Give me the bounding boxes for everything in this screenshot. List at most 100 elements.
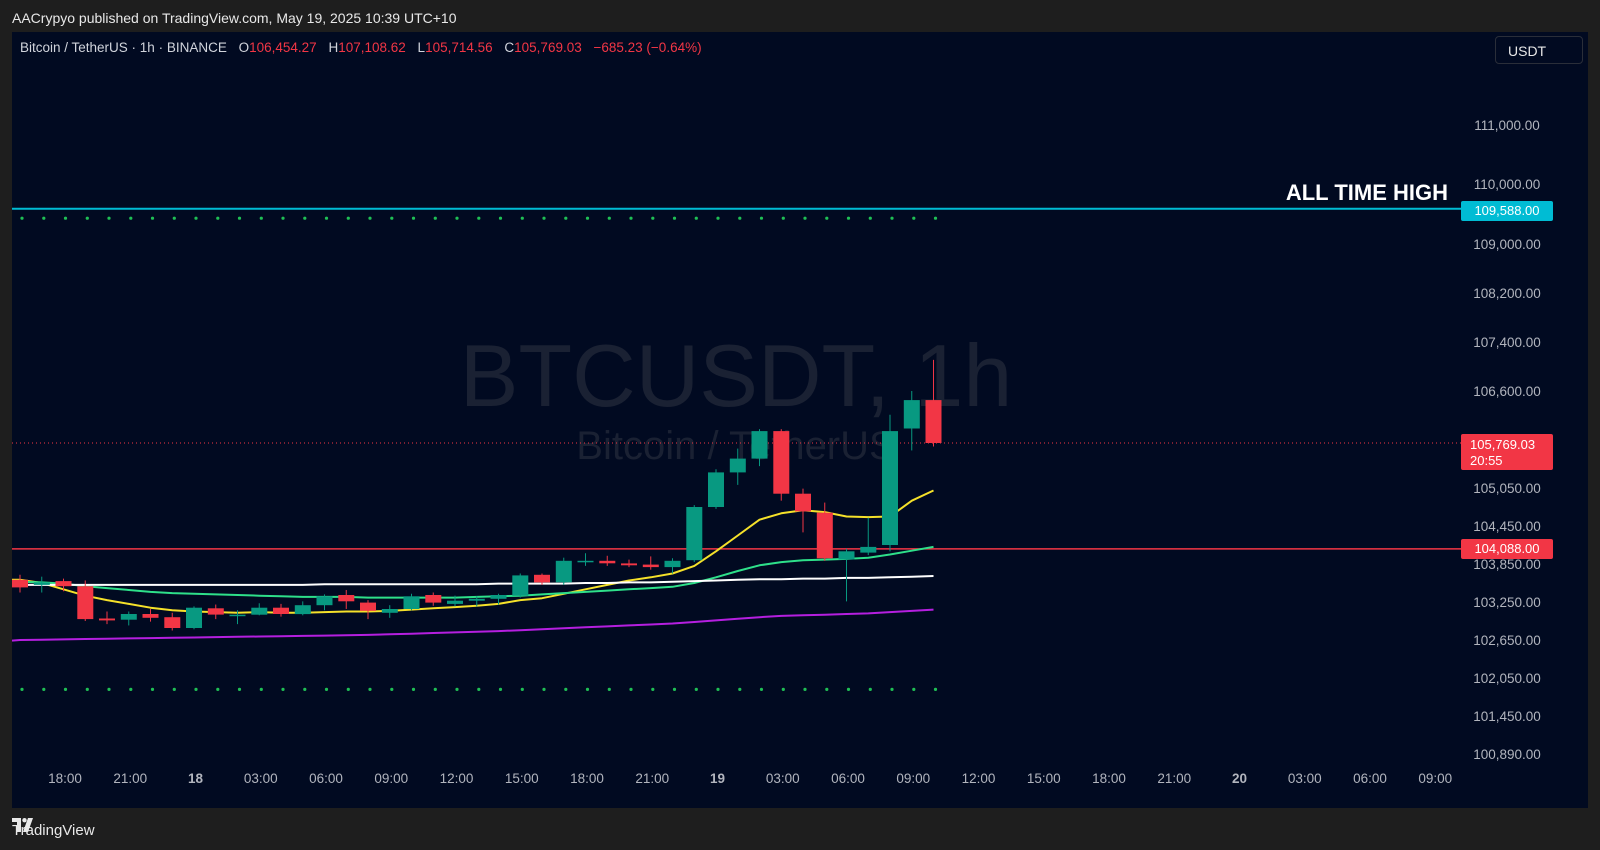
candle [925,359,942,447]
candle-body [381,609,398,613]
time-tick-label: 09:00 [1418,771,1452,786]
candle [708,469,724,509]
candle-body [642,564,659,568]
candle-body [316,596,333,606]
level-dot [346,687,350,692]
price-tick-label: 101,450.00 [1473,709,1541,724]
tradingview-logo-icon [12,818,33,832]
footer-brand: TradingView [12,821,95,839]
candle [99,611,115,625]
candle-body [164,617,181,628]
candle-body [33,582,50,585]
candle [338,589,355,609]
time-tick-label: 06:00 [831,771,865,786]
candle-body [142,614,159,618]
level-dot [498,216,503,220]
time-tick-label: 19 [710,771,725,786]
level-dot [324,216,329,220]
level-dot [63,687,68,692]
candle-body [447,600,463,604]
level-dot [42,687,46,692]
time-tick-label: 21:00 [1157,771,1191,786]
symbol-title[interactable]: Bitcoin / TetherUS · 1h · BINANCE [20,40,227,55]
support-price-badge-text: 104,088.00 [1474,541,1539,556]
support-price-badge: 104,088.00 [1461,539,1553,559]
level-dot [846,687,851,692]
ma-line-3 [12,608,934,642]
candle-body [599,560,616,564]
level-dot [846,216,851,220]
time-tick-label: 12:00 [962,771,996,786]
publisher-line: AACrypyo published on TradingView.com, M… [12,10,457,26]
candle [860,517,877,556]
candle-body [621,563,637,566]
candle [468,596,485,607]
price-tick-label: 110,000.00 [1474,177,1541,192]
level-dot [433,687,437,692]
time-tick-label: 18 [188,771,204,786]
time-tick-label: 09:00 [374,771,408,786]
candle [12,574,28,593]
candle [534,573,550,585]
candle-body [251,607,268,615]
level-dot [390,216,394,220]
chart-area[interactable]: BTCUSDT, 1h Bitcoin / TetherUS 111,000.0… [12,32,1588,808]
candle [642,556,659,570]
level-dot [172,216,176,220]
level-dot [237,687,242,692]
price-tick-label: 104,450.00 [1473,519,1541,534]
level-dot [716,216,720,220]
price-tick-label: 103,250.00 [1473,595,1541,610]
level-dot [868,687,872,692]
time-tick-label: 03:00 [244,771,278,786]
level-dot [172,687,176,692]
price-tick-label: 106,600.00 [1473,384,1541,399]
candle-body [708,472,724,507]
candle-body [77,586,94,620]
level-dot [129,687,133,692]
price-tick-label: 102,050.00 [1473,671,1541,686]
candle-body [686,507,703,561]
level-dot [368,216,372,220]
candle [664,558,681,574]
level-dot [237,216,242,220]
candle-body [773,431,790,494]
currency-button[interactable]: USDT [1495,36,1583,64]
candle-body [729,458,746,473]
level-dot [607,216,611,220]
level-dot [933,216,938,220]
level-dot [890,687,894,692]
level-dot [890,216,894,220]
level-dot [781,687,785,692]
price-tick-label: 102,650.00 [1473,633,1541,648]
price-chart[interactable]: BTCUSDT, 1h Bitcoin / TetherUS 111,000.0… [12,32,1588,808]
change-value: −685.23 (−0.64%) [593,40,702,55]
level-dot [455,216,459,220]
price-axis[interactable]: 111,000.00 110,000.00 109,000.00 108,200.00… [1473,118,1541,762]
candle [186,606,202,630]
level-dot [564,687,568,692]
candle [251,603,268,616]
level-dot [411,687,416,692]
time-axis[interactable]: 18:00 21:00 18 03:00 06:00 09:00 12:00 15:00 18:… [48,771,1452,786]
level-dot [759,216,764,220]
candle [294,601,311,616]
level-dot [498,687,503,692]
time-tick-label: 18:00 [48,771,82,786]
level-dot [390,687,394,692]
close-label: C [504,40,515,55]
level-dot [433,216,437,220]
candle-body [294,605,311,615]
level-dot [281,687,285,692]
bar-countdown-text: 20:55 [1470,453,1503,468]
price-tick-label: 107,400.00 [1473,335,1541,350]
candle-body [860,546,877,553]
time-tick-label: 09:00 [896,771,930,786]
time-tick-label: 15:00 [505,771,539,786]
candle [621,559,637,568]
time-tick-label: 20 [1232,771,1247,786]
level-dot [629,216,633,220]
level-dot [194,687,198,692]
level-dot [20,216,24,220]
ma-line-2 [12,575,934,586]
